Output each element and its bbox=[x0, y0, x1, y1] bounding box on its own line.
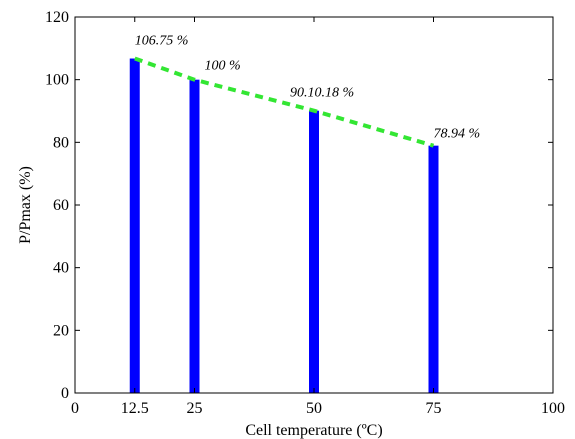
y-tick-label-2: 40 bbox=[53, 260, 69, 277]
trend-line bbox=[134, 56, 435, 148]
data-labels-layer: 106.75 % 100 % 90.10.18 % 78.94 % bbox=[135, 34, 480, 142]
x-axis-title: Cell temperature (ºC) bbox=[245, 422, 382, 439]
x-tick-label-3: 50 bbox=[306, 400, 322, 417]
y-tick-label-6: 120 bbox=[45, 9, 69, 26]
x-tick-label-2: 25 bbox=[187, 400, 203, 417]
bar-2 bbox=[309, 110, 319, 393]
y-tick-label-5: 100 bbox=[45, 72, 69, 89]
data-label-2: 90.10.18 % bbox=[290, 86, 354, 101]
bars-layer bbox=[129, 58, 439, 394]
data-label-3: 78.94 % bbox=[434, 127, 481, 142]
bar-1 bbox=[189, 79, 200, 394]
data-label-0: 106.75 % bbox=[135, 34, 189, 49]
axes-layer: 0 12.5 25 50 75 100 0 20 40 60 80 100 120 bbox=[45, 9, 565, 417]
y-tick-label-4: 80 bbox=[53, 134, 69, 151]
y-tick-label-1: 20 bbox=[53, 322, 69, 339]
x-tick-label-5: 100 bbox=[541, 400, 565, 417]
x-tick-label-0: 0 bbox=[71, 400, 79, 417]
y-tick-label-0: 0 bbox=[61, 385, 69, 402]
x-tick-label-1: 12.5 bbox=[121, 400, 149, 417]
trend-layer bbox=[134, 56, 435, 148]
bar-3 bbox=[428, 145, 439, 393]
data-label-1: 100 % bbox=[205, 59, 241, 74]
bar-0 bbox=[129, 58, 140, 394]
y-tick-label-3: 60 bbox=[53, 197, 69, 214]
x-tick-label-4: 75 bbox=[426, 400, 442, 417]
y-axis-title: P/Pmax (%) bbox=[17, 166, 34, 244]
